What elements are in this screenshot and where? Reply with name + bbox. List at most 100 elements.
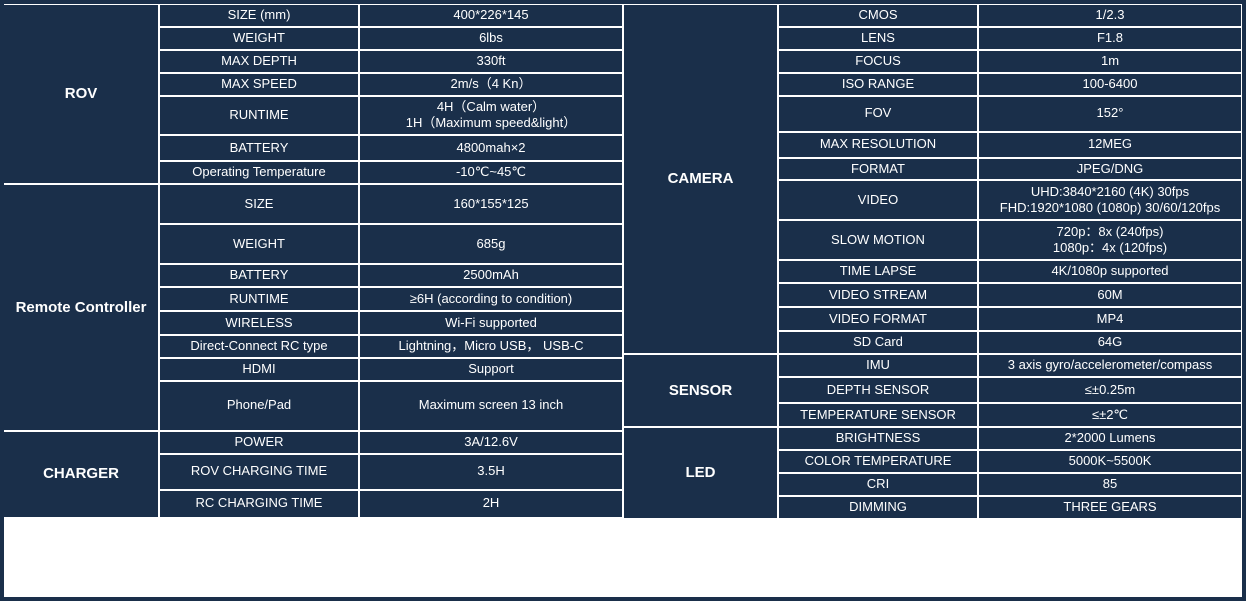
spec-row: IMU3 axis gyro/accelerometer/compass	[778, 354, 1242, 377]
spec-row: MAX DEPTH330ft	[159, 50, 623, 73]
value-cell: ≤±0.25m	[978, 377, 1242, 403]
value-cell: Wi-Fi supported	[359, 311, 623, 335]
spec-row: TEMPERATURE SENSOR≤±2℃	[778, 403, 1242, 427]
rows-container: BRIGHTNESS2*2000 LumensCOLOR TEMPERATURE…	[778, 427, 1242, 519]
section-label: CAMERA	[623, 4, 778, 354]
section-sensor: SENSORIMU3 axis gyro/accelerometer/compa…	[623, 354, 1242, 427]
value-cell: 3.5H	[359, 454, 623, 490]
value-cell: 12MEG	[978, 132, 1242, 158]
value-cell: 330ft	[359, 50, 623, 73]
param-cell: Phone/Pad	[159, 381, 359, 431]
spec-row: DIMMINGTHREE GEARS	[778, 496, 1242, 519]
left-column: ROVSIZE (mm)400*226*145WEIGHT6lbsMAX DEP…	[4, 4, 623, 597]
spec-row: VIDEOUHD:3840*2160 (4K) 30fps FHD:1920*1…	[778, 180, 1242, 220]
param-cell: ROV CHARGING TIME	[159, 454, 359, 490]
value-cell: 2*2000 Lumens	[978, 427, 1242, 450]
param-cell: WIRELESS	[159, 311, 359, 335]
section-camera: CAMERACMOS1/2.3LENSF1.8FOCUS1mISO RANGE1…	[623, 4, 1242, 354]
param-cell: TIME LAPSE	[778, 260, 978, 283]
value-cell: UHD:3840*2160 (4K) 30fps FHD:1920*1080 (…	[978, 180, 1242, 220]
value-cell: 3 axis gyro/accelerometer/compass	[978, 354, 1242, 377]
param-cell: SD Card	[778, 331, 978, 354]
spec-row: BATTERY4800mah×2	[159, 135, 623, 161]
spec-row: SIZE (mm)400*226*145	[159, 4, 623, 27]
spec-row: WEIGHT6lbs	[159, 27, 623, 50]
value-cell: 4800mah×2	[359, 135, 623, 161]
rows-container: IMU3 axis gyro/accelerometer/compassDEPT…	[778, 354, 1242, 427]
param-cell: BATTERY	[159, 264, 359, 287]
spec-row: LENSF1.8	[778, 27, 1242, 50]
spec-row: WIRELESSWi-Fi supported	[159, 311, 623, 335]
value-cell: Support	[359, 358, 623, 381]
value-cell: 64G	[978, 331, 1242, 354]
right-column: CAMERACMOS1/2.3LENSF1.8FOCUS1mISO RANGE1…	[623, 4, 1242, 597]
spec-row: RUNTIME4H（Calm water） 1H（Maximum speed&l…	[159, 96, 623, 136]
param-cell: FORMAT	[778, 158, 978, 181]
rows-container: CMOS1/2.3LENSF1.8FOCUS1mISO RANGE100-640…	[778, 4, 1242, 354]
section-label: ROV	[4, 4, 159, 184]
param-cell: CRI	[778, 473, 978, 496]
param-cell: BATTERY	[159, 135, 359, 161]
value-cell: 85	[978, 473, 1242, 496]
param-cell: FOV	[778, 96, 978, 132]
value-cell: 60M	[978, 283, 1242, 307]
value-cell: JPEG/DNG	[978, 158, 1242, 181]
param-cell: ISO RANGE	[778, 73, 978, 96]
param-cell: SIZE (mm)	[159, 4, 359, 27]
param-cell: COLOR TEMPERATURE	[778, 450, 978, 473]
param-cell: MAX RESOLUTION	[778, 132, 978, 158]
param-cell: LENS	[778, 27, 978, 50]
value-cell: 5000K~5500K	[978, 450, 1242, 473]
value-cell: Lightning，Micro USB， USB-C	[359, 335, 623, 358]
spec-row: Phone/PadMaximum screen 13 inch	[159, 381, 623, 431]
value-cell: 4K/1080p supported	[978, 260, 1242, 283]
value-cell: THREE GEARS	[978, 496, 1242, 519]
param-cell: MAX DEPTH	[159, 50, 359, 73]
param-cell: POWER	[159, 431, 359, 454]
value-cell: 720p：8x (240fps) 1080p：4x (120fps)	[978, 220, 1242, 260]
value-cell: F1.8	[978, 27, 1242, 50]
value-cell: -10℃~45℃	[359, 161, 623, 184]
spec-row: BRIGHTNESS2*2000 Lumens	[778, 427, 1242, 450]
section-led: LEDBRIGHTNESS2*2000 LumensCOLOR TEMPERAT…	[623, 427, 1242, 519]
value-cell: 1/2.3	[978, 4, 1242, 27]
rows-container: POWER3A/12.6VROV CHARGING TIME3.5HRC CHA…	[159, 431, 623, 518]
section-label: Remote Controller	[4, 184, 159, 431]
spec-row: MAX SPEED2m/s（4 Kn）	[159, 73, 623, 96]
spec-row: MAX RESOLUTION12MEG	[778, 132, 1242, 158]
spec-row: RC CHARGING TIME2H	[159, 490, 623, 518]
section-remote-controller: Remote ControllerSIZE160*155*125WEIGHT68…	[4, 184, 623, 431]
value-cell: 2H	[359, 490, 623, 518]
param-cell: BRIGHTNESS	[778, 427, 978, 450]
section-label: SENSOR	[623, 354, 778, 427]
spec-row: CRI85	[778, 473, 1242, 496]
param-cell: CMOS	[778, 4, 978, 27]
spec-row: ISO RANGE100-6400	[778, 73, 1242, 96]
spec-row: POWER3A/12.6V	[159, 431, 623, 454]
param-cell: MAX SPEED	[159, 73, 359, 96]
param-cell: SLOW MOTION	[778, 220, 978, 260]
spec-row: HDMISupport	[159, 358, 623, 381]
spec-table: ROVSIZE (mm)400*226*145WEIGHT6lbsMAX DEP…	[4, 4, 1242, 597]
value-cell: ≤±2℃	[978, 403, 1242, 427]
param-cell: RC CHARGING TIME	[159, 490, 359, 518]
param-cell: VIDEO FORMAT	[778, 307, 978, 331]
param-cell: RUNTIME	[159, 287, 359, 311]
spec-row: VIDEO STREAM60M	[778, 283, 1242, 307]
value-cell: 160*155*125	[359, 184, 623, 224]
value-cell: 2m/s（4 Kn）	[359, 73, 623, 96]
rows-container: SIZE160*155*125WEIGHT685gBATTERY2500mAhR…	[159, 184, 623, 431]
section-label: LED	[623, 427, 778, 519]
value-cell: 1m	[978, 50, 1242, 73]
spec-row: CMOS1/2.3	[778, 4, 1242, 27]
param-cell: HDMI	[159, 358, 359, 381]
value-cell: MP4	[978, 307, 1242, 331]
section-rov: ROVSIZE (mm)400*226*145WEIGHT6lbsMAX DEP…	[4, 4, 623, 184]
param-cell: Direct-Connect RC type	[159, 335, 359, 358]
spec-row: WEIGHT685g	[159, 224, 623, 264]
spec-row: SLOW MOTION720p：8x (240fps) 1080p：4x (12…	[778, 220, 1242, 260]
spec-row: ROV CHARGING TIME3.5H	[159, 454, 623, 490]
spec-row: Direct-Connect RC typeLightning，Micro US…	[159, 335, 623, 358]
spec-row: COLOR TEMPERATURE5000K~5500K	[778, 450, 1242, 473]
spec-row: DEPTH SENSOR≤±0.25m	[778, 377, 1242, 403]
